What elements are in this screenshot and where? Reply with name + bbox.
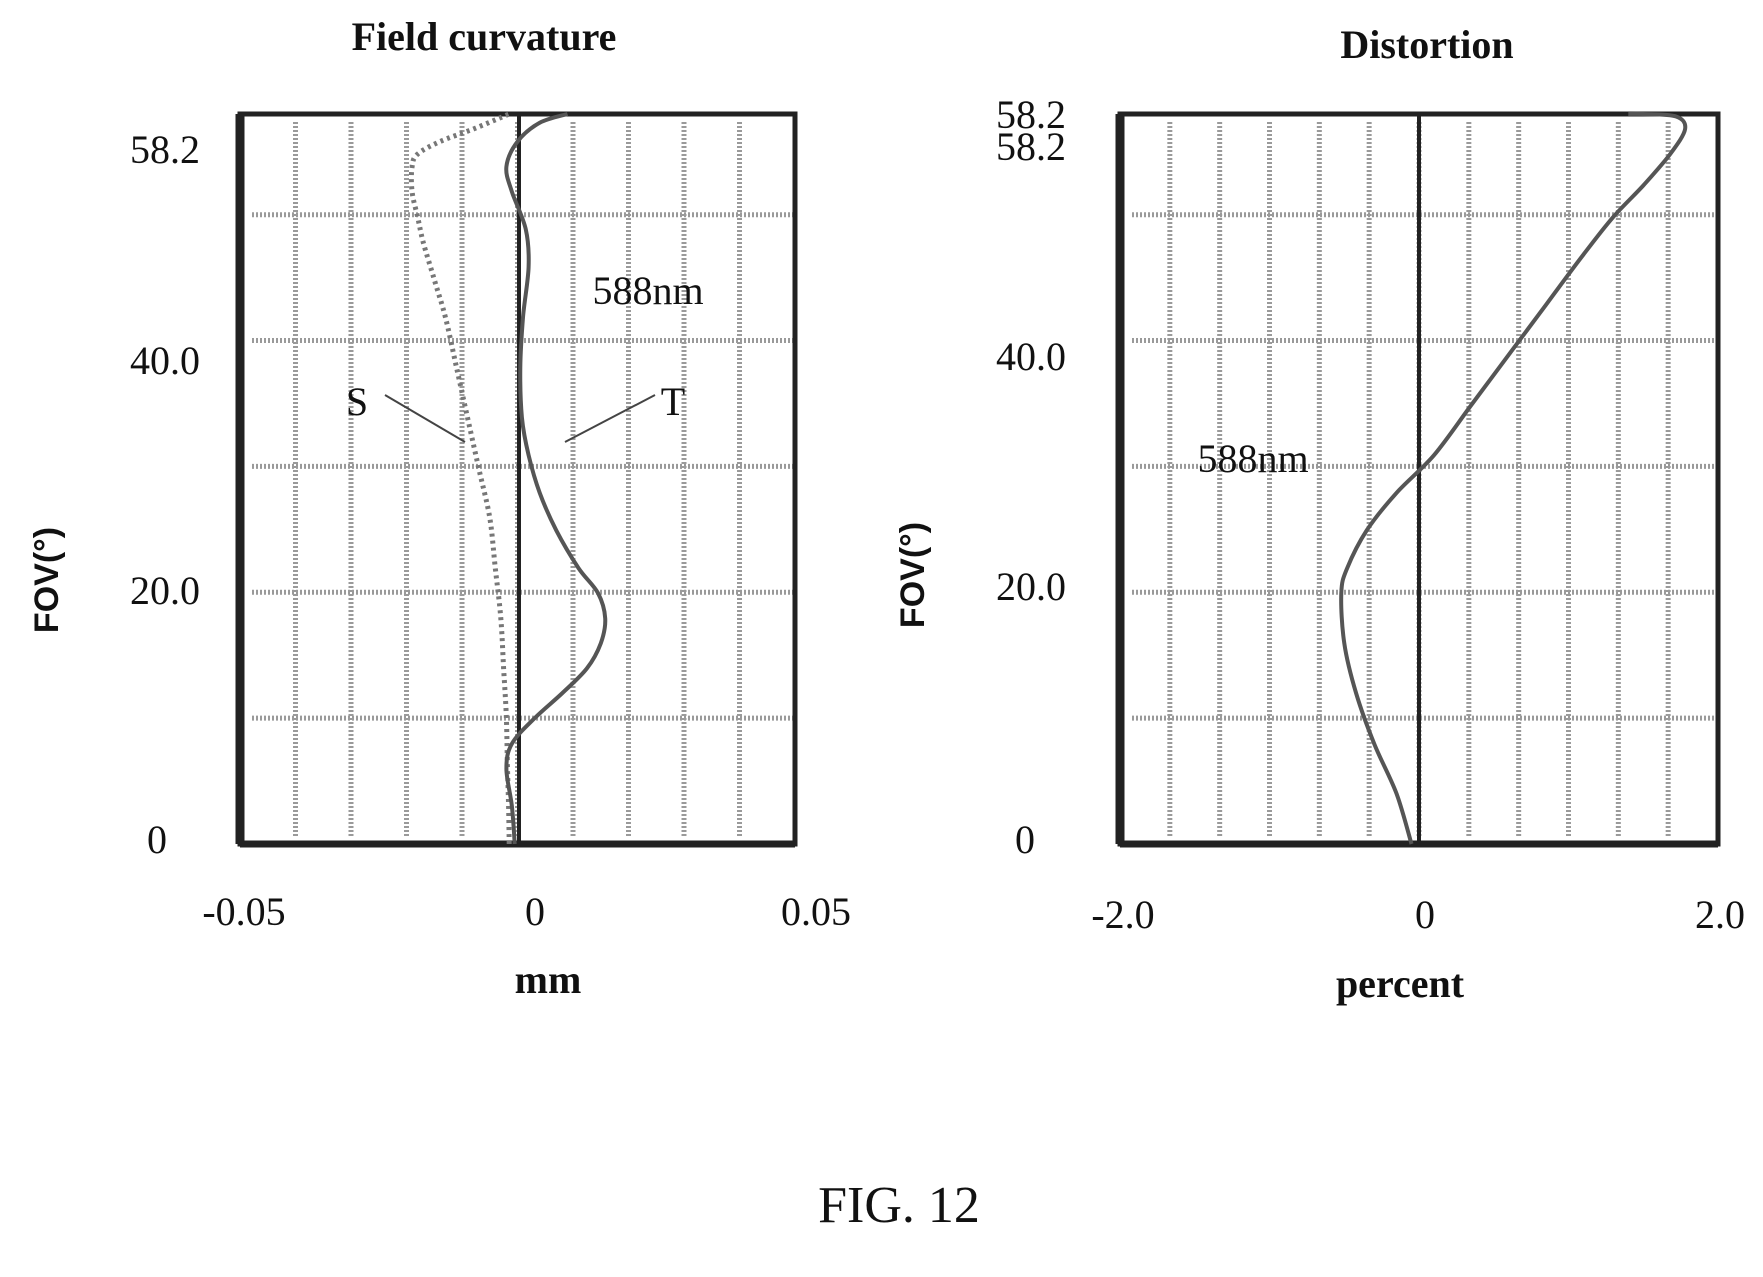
y-tick-label: 0 <box>147 817 167 862</box>
x-tick-label: 2.0 <box>1695 892 1745 937</box>
y-tick-label: 58.2 <box>996 124 1066 169</box>
curves <box>1339 111 1688 845</box>
x-axis-label: mm <box>515 957 582 1002</box>
y-tick-label: 0 <box>1015 817 1035 862</box>
figure-caption: FIG. 12 <box>818 1177 980 1234</box>
series-line <box>1339 111 1688 845</box>
x-tick-label: 0.05 <box>781 889 851 934</box>
series-t-line <box>504 112 608 845</box>
y-tick-label: 40.0 <box>130 338 200 383</box>
field-curvature-chart: Field curvature 58.2 40.0 20.0 0 -0.05 0… <box>28 14 851 1002</box>
wavelength-label: 588nm <box>592 268 703 313</box>
curves <box>408 111 608 845</box>
chart-title: Field curvature <box>352 14 617 59</box>
y-tick-label: 20.0 <box>996 564 1066 609</box>
x-axis-label: percent <box>1336 961 1465 1006</box>
distortion-chart: Distortion 58.2 58.2 40.0 20.0 0 -2.0 0 … <box>894 22 1745 1006</box>
y-tick-label: 40.0 <box>996 334 1066 379</box>
x-tick-label: -2.0 <box>1091 892 1154 937</box>
series-s-line <box>408 111 512 845</box>
chart-title: Distortion <box>1340 22 1513 67</box>
x-tick-label: 0 <box>525 889 545 934</box>
leader-line-s <box>384 394 466 443</box>
leader-line-t <box>564 394 656 443</box>
y-axis-label: FOV(°) <box>894 522 932 628</box>
x-tick-label: 0 <box>1415 892 1435 937</box>
wavelength-label: 588nm <box>1197 436 1308 481</box>
y-axis-label: FOV(°) <box>28 527 66 633</box>
series-label-s: S <box>346 379 368 424</box>
x-tick-label: -0.05 <box>202 889 285 934</box>
y-tick-label: 20.0 <box>130 568 200 613</box>
series-label-t: T <box>661 379 685 424</box>
grid <box>1132 122 1718 838</box>
y-tick-label: 58.2 <box>996 92 1066 137</box>
y-tick-label: 58.2 <box>130 127 200 172</box>
